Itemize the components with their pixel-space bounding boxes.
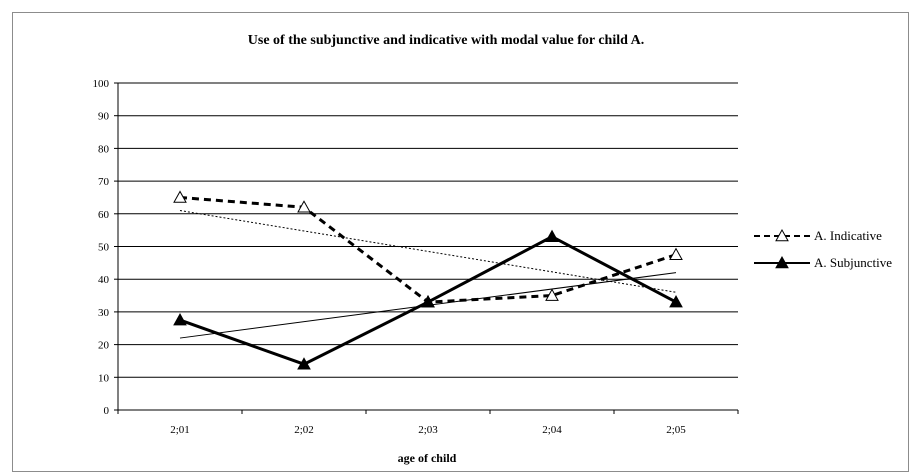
x-tick-label: 2;05 bbox=[666, 424, 686, 436]
chart-frame bbox=[12, 12, 909, 472]
a-subjunctive-marker bbox=[173, 313, 187, 326]
y-tick-label: 90 bbox=[98, 111, 110, 123]
x-tick-label: 2;02 bbox=[294, 424, 314, 436]
axes bbox=[114, 82, 739, 414]
legend-a-indicative-label: A. Indicative bbox=[814, 228, 882, 243]
x-tick-label: 2;04 bbox=[542, 424, 562, 436]
y-tick-label: 20 bbox=[98, 340, 110, 352]
y-tick-label: 40 bbox=[98, 274, 110, 286]
a-indicative-line bbox=[179, 195, 677, 304]
x-tick-labels: 2;01 2;02 2;03 2;04 2;05 bbox=[170, 424, 686, 436]
a-indicative-marker bbox=[545, 288, 559, 301]
y-tick-labels: 0 10 20 30 40 50 60 70 80 90 100 bbox=[93, 78, 110, 417]
a-subjunctive-marker bbox=[421, 295, 435, 308]
y-tick-label: 0 bbox=[104, 405, 110, 417]
y-tick-label: 80 bbox=[98, 143, 110, 155]
a-indicative-marker bbox=[173, 190, 187, 203]
y-tick-label: 100 bbox=[93, 78, 110, 90]
grid-lines bbox=[118, 82, 738, 378]
trendlines bbox=[179, 210, 677, 339]
y-tick-label: 10 bbox=[98, 372, 110, 384]
a-indicative-marker bbox=[669, 247, 683, 260]
x-tick-label: 2;01 bbox=[170, 424, 190, 436]
series-markers bbox=[173, 190, 683, 370]
legend-a-subjunctive-label: A. Subjunctive bbox=[814, 255, 892, 270]
series-lines bbox=[179, 195, 677, 366]
y-tick-label: 60 bbox=[98, 209, 110, 221]
legend: A. Indicative A. Subjunctive bbox=[754, 228, 892, 270]
y-tick-label: 50 bbox=[98, 242, 110, 254]
y-tick-label: 30 bbox=[98, 307, 110, 319]
a-subjunctive-marker bbox=[297, 357, 311, 370]
x-axis-label: age of child bbox=[398, 451, 457, 465]
legend-a-indicative-marker bbox=[775, 228, 789, 242]
a-subjunctive-marker bbox=[669, 295, 683, 308]
legend-a-subjunctive-marker bbox=[775, 255, 789, 269]
chart-title: Use of the subjunctive and indicative wi… bbox=[248, 33, 644, 48]
a-indicative-marker bbox=[297, 200, 311, 213]
a-subjunctive-marker bbox=[545, 229, 559, 242]
x-tick-label: 2;03 bbox=[418, 424, 438, 436]
y-tick-label: 70 bbox=[98, 176, 110, 188]
